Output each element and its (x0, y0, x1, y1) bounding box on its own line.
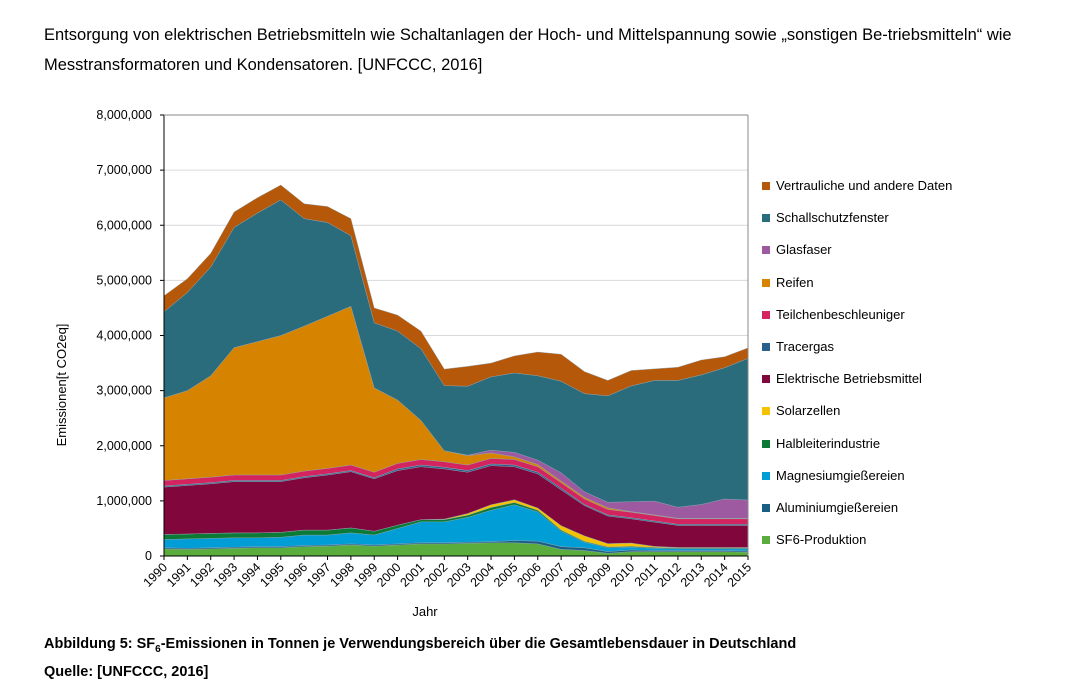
legend-item: Glasfaser (762, 242, 952, 274)
legend-swatch (762, 407, 770, 416)
x-tick-label: 1990 (141, 560, 171, 590)
x-tick-label: 2012 (654, 560, 684, 590)
legend-swatch (762, 342, 770, 351)
legend-label: Teilchenbeschleuniger (776, 306, 905, 322)
legend-label: SF6-Produktion (776, 532, 867, 548)
y-tick-label: 5,000,000 (96, 273, 152, 287)
x-tick-label: 2007 (538, 560, 568, 590)
y-axis-label: Emissionen[t CO2eq] (54, 324, 69, 447)
x-tick-label: 2004 (468, 560, 498, 590)
intro-paragraph: Entsorgung von elektrischen Betriebsmitt… (44, 26, 1012, 74)
x-tick-label: 2010 (608, 560, 638, 590)
x-tick-label: 1998 (327, 560, 357, 590)
x-tick-label: 2011 (632, 560, 661, 589)
x-tick-label: 2003 (444, 560, 474, 590)
y-tick-label: 6,000,000 (96, 218, 152, 232)
x-tick-label: 1999 (351, 560, 381, 590)
legend-item: Solarzellen (762, 403, 952, 435)
legend-label: Halbleiterindustrie (776, 435, 881, 451)
y-tick-label: 0 (145, 549, 152, 563)
x-tick-label: 2013 (678, 560, 708, 590)
x-tick-label: 1992 (187, 560, 217, 590)
legend-swatch (762, 375, 770, 384)
x-tick-label: 2008 (561, 560, 591, 590)
legend-label: Schallschutzfenster (776, 210, 889, 226)
x-tick-label: 1997 (304, 560, 334, 590)
x-tick-label: 1996 (281, 560, 311, 590)
y-tick-label: 7,000,000 (96, 163, 152, 177)
y-tick-label: 3,000,000 (96, 384, 152, 398)
legend-label: Tracergas (776, 338, 835, 354)
x-tick-label: 2015 (725, 560, 755, 590)
legend-item: SF6-Produktion (762, 532, 952, 564)
chart-legend: Vertrauliche und andere Daten Schallschut… (762, 178, 952, 564)
figure-caption: Abbildung 5: SF6-Emissionen in Tonnen je… (44, 636, 796, 655)
caption-subscript: 6 (155, 643, 161, 655)
x-tick-label: 2009 (584, 560, 614, 590)
legend-item: Halbleiterindustrie (762, 436, 952, 468)
legend-swatch (762, 214, 770, 223)
x-axis-label: Jahr (412, 604, 438, 619)
x-tick-label: 1991 (164, 560, 194, 590)
x-tick-label: 2001 (398, 560, 428, 590)
x-tick-label: 2006 (514, 560, 544, 590)
legend-swatch (762, 310, 770, 319)
legend-label: Magnesiumgießereien (776, 467, 905, 483)
legend-item: Reifen (762, 275, 952, 307)
legend-item: Aluminiumgießereien (762, 500, 952, 532)
legend-swatch (762, 439, 770, 448)
legend-label: Vertrauliche und andere Daten (776, 178, 953, 193)
x-tick-label: 1994 (234, 560, 264, 590)
legend-item: Schallschutzfenster (762, 210, 952, 242)
legend-label: Aluminiumgießereien (776, 499, 899, 515)
legend-swatch (762, 182, 770, 190)
legend-swatch (762, 503, 770, 512)
legend-swatch (762, 536, 770, 545)
legend-swatch (762, 246, 770, 255)
x-tick-label: 2005 (491, 560, 521, 590)
y-tick-label: 1,000,000 (96, 494, 152, 508)
caption-text: -Emissionen in Tonnen je Verwendungsbere… (160, 636, 797, 652)
x-tick-label: 2014 (701, 560, 731, 590)
legend-swatch (762, 471, 770, 480)
legend-label: Reifen (776, 274, 814, 290)
x-tick-label: 1995 (257, 560, 287, 590)
figure-source: Quelle: [UNFCCC, 2016] (44, 664, 209, 680)
y-tick-label: 2,000,000 (96, 439, 152, 453)
legend-item: Elektrische Betriebsmittel (762, 371, 952, 403)
x-tick-label: 2002 (421, 560, 451, 590)
y-tick-label: 8,000,000 (96, 108, 152, 122)
legend-label: Solarzellen (776, 403, 841, 419)
y-tick-label: 4,000,000 (96, 329, 152, 343)
legend-item: Tracergas (762, 339, 952, 371)
legend-label: Glasfaser (776, 242, 832, 258)
legend-item: Vertrauliche und andere Daten (762, 178, 952, 210)
legend-item: Magnesiumgießereien (762, 468, 952, 500)
legend-swatch (762, 278, 770, 287)
caption-prefix: Abbildung 5: SF (44, 636, 156, 652)
legend-item: Teilchenbeschleuniger (762, 307, 952, 339)
legend-label: Elektrische Betriebsmittel (776, 371, 922, 387)
x-tick-label: 2000 (374, 560, 404, 590)
x-tick-label: 1993 (211, 560, 241, 590)
